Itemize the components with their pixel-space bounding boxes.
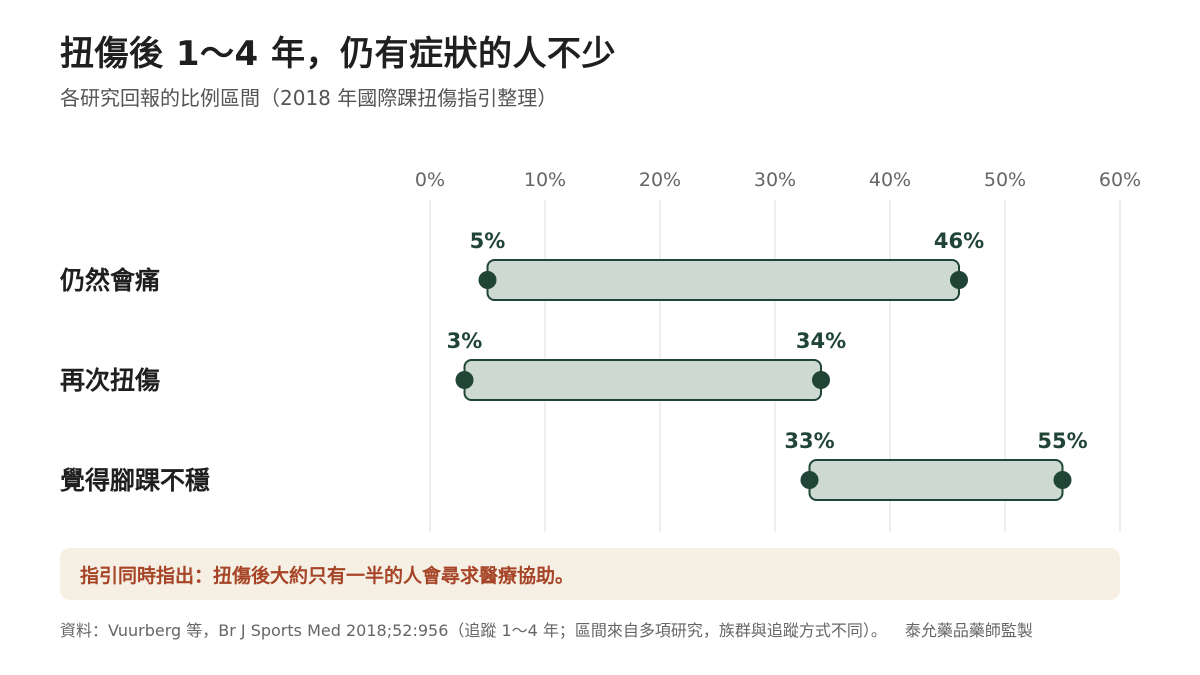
guideline-note: 指引同時指出：扭傷後大約只有一半的人會尋求醫療協助。 — [60, 548, 1120, 600]
range-high-point — [950, 271, 968, 289]
tick-layer: 0% 10% 20% 30% 40% 50% 60% — [415, 169, 1141, 191]
range-low-label: 3% — [447, 329, 483, 353]
guideline-note-text: 指引同時指出：扭傷後大約只有一半的人會尋求醫療協助。 — [80, 564, 575, 587]
x-tick-label: 40% — [869, 169, 911, 191]
footer: 資料：Vuurberg 等，Br J Sports Med 2018;52:95… — [60, 617, 1033, 641]
range-high-label: 46% — [934, 229, 984, 253]
range-low-label: 33% — [784, 429, 834, 453]
chart-subtitle: 各研究回報的比例區間（2018 年國際踝扭傷指引整理） — [60, 86, 558, 110]
x-tick-label: 10% — [524, 169, 566, 191]
chart-title: 扭傷後 1～4 年，仍有症狀的人不少 — [60, 34, 616, 74]
x-tick-label: 20% — [639, 169, 681, 191]
range-bar — [463, 359, 822, 401]
source-citation: 資料：Vuurberg 等，Br J Sports Med 2018;52:95… — [60, 621, 887, 640]
range-chart: 0% 10% 20% 30% 40% 50% 60% 仍然會痛 5% 46% 再次扭傷 3% 34% 覺… — [60, 169, 1141, 532]
bar-layer: 仍然會痛 5% 46% 再次扭傷 3% 34% 覺得腳踝不穩 33% 55% — [60, 229, 1088, 501]
range-low-point — [455, 371, 474, 389]
range-high-label: 34% — [796, 329, 846, 353]
category-label: 仍然會痛 — [60, 266, 160, 295]
range-high-label: 55% — [1037, 429, 1087, 453]
range-high-point — [1053, 471, 1072, 489]
x-tick-label: 30% — [754, 169, 796, 191]
range-low-point — [800, 471, 819, 489]
category-label: 再次扭傷 — [60, 366, 160, 395]
x-tick-label: 60% — [1099, 169, 1141, 191]
credit-line: 泰允藥品藥師監製 — [904, 621, 1033, 640]
range-low-point — [478, 271, 497, 289]
range-high-point — [812, 371, 830, 389]
x-tick-label: 50% — [984, 169, 1026, 191]
range-bar — [808, 459, 1064, 501]
x-tick-label: 0% — [415, 169, 445, 191]
range-bar — [486, 259, 960, 301]
range-low-label: 5% — [470, 229, 506, 253]
category-label: 覺得腳踝不穩 — [60, 466, 210, 495]
